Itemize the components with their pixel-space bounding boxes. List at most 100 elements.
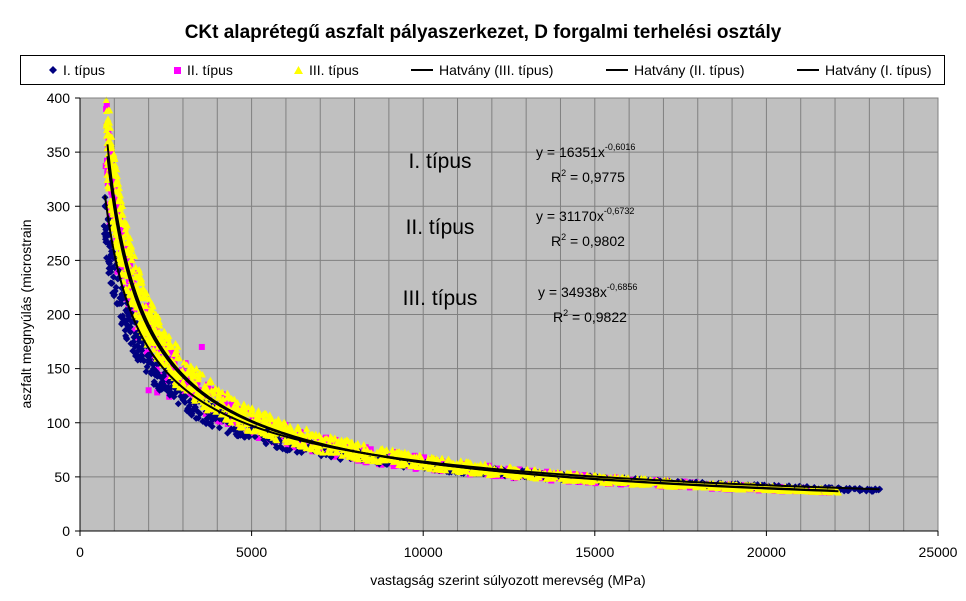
point-triangle [378, 445, 386, 452]
point-diamond [126, 323, 134, 331]
point-triangle [268, 415, 276, 423]
legend-marker-square [174, 66, 181, 74]
point-square [131, 327, 138, 334]
point-diamond [108, 279, 116, 287]
point-triangle [643, 481, 651, 488]
point-square [142, 307, 149, 314]
point-square [125, 278, 132, 285]
y-axis-label: aszfalt megnyúlás (microstrain [18, 219, 34, 408]
point-triangle [111, 169, 119, 176]
point-triangle [143, 289, 151, 297]
point-diamond [150, 378, 158, 386]
chart-title: CKt alaprétegű aszfalt pályaszerkezet, D… [184, 22, 782, 43]
point-triangle [303, 425, 311, 432]
x-tick-label: 10000 [404, 544, 443, 560]
point-triangle [534, 473, 542, 480]
equation-text: y = 31170x-0,6732 [536, 206, 634, 224]
legend-item-type-3: III. típus [294, 56, 359, 84]
point-triangle [132, 263, 140, 271]
point-diamond [117, 300, 125, 308]
point-triangle [632, 479, 640, 487]
point-triangle [154, 313, 162, 320]
legend-marker-line [797, 69, 819, 71]
point-triangle [388, 446, 396, 454]
point-diamond [174, 400, 182, 408]
point-triangle [106, 106, 114, 114]
trendlines [104, 144, 880, 493]
point-square [420, 454, 427, 461]
legend-item-type-2: II. típus [174, 56, 233, 84]
point-triangle [138, 279, 146, 286]
point-triangle [127, 249, 135, 257]
point-triangle [217, 411, 225, 418]
point-square [169, 365, 176, 372]
r-squared-text: R2 = 0,9802 [551, 232, 625, 249]
point-triangle [312, 430, 320, 438]
point-triangle [562, 476, 570, 483]
point-triangle [241, 407, 249, 414]
point-triangle [124, 232, 132, 239]
legend-label: Hatvány (II. típus) [634, 62, 745, 78]
equation-text: y = 16351x-0,6016 [536, 142, 635, 160]
point-diamond [181, 398, 189, 406]
point-triangle [149, 346, 157, 353]
point-diamond [126, 328, 134, 336]
point-triangle [172, 346, 180, 353]
point-triangle [250, 427, 258, 434]
point-triangle [227, 418, 235, 426]
point-square [166, 348, 173, 355]
point-triangle [147, 311, 155, 319]
point-triangle [168, 343, 176, 350]
point-triangle [214, 386, 222, 393]
r-squared-text: R2 = 0,9822 [553, 308, 627, 325]
legend-item-type-1: I. típus [49, 56, 105, 84]
point-triangle [353, 453, 361, 461]
point-triangle [371, 456, 379, 464]
equation-3: y = 34938x-0,6856 R2 = 0,9822 [538, 282, 637, 325]
point-triangle [293, 437, 301, 445]
point-triangle [459, 467, 467, 475]
point-square [145, 304, 152, 311]
point-triangle [149, 302, 157, 310]
point-diamond [276, 438, 284, 446]
point-square [145, 387, 152, 394]
point-triangle [269, 434, 277, 441]
point-triangle [319, 449, 327, 456]
point-triangle [266, 420, 274, 428]
point-triangle [416, 463, 424, 470]
point-triangle [173, 349, 181, 357]
x-tick-label: 0 [76, 544, 84, 560]
point-square [331, 453, 338, 460]
y-tick-label: 400 [47, 90, 71, 106]
point-triangle [161, 330, 169, 338]
point-square [154, 389, 161, 396]
point-diamond [262, 440, 270, 448]
point-triangle [404, 452, 412, 459]
annotation-type-2: II. típus [406, 216, 475, 239]
point-triangle [128, 243, 136, 250]
point-triangle [198, 370, 206, 378]
point-square [170, 348, 177, 355]
point-triangle [294, 423, 302, 431]
point-triangle [165, 332, 173, 340]
point-triangle [113, 175, 121, 183]
point-diamond [130, 338, 138, 346]
equation-1: y = 16351x-0,6016 R2 = 0,9775 [536, 142, 635, 185]
point-square [120, 266, 127, 273]
point-triangle [331, 434, 339, 442]
equation-2: y = 31170x-0,6732 R2 = 0,9802 [536, 206, 634, 249]
point-triangle [248, 406, 256, 414]
y-tick-label: 50 [54, 469, 70, 485]
point-triangle [172, 381, 180, 389]
point-triangle [136, 268, 144, 276]
point-triangle [111, 155, 119, 162]
point-square [132, 267, 139, 274]
point-triangle [192, 365, 200, 372]
point-triangle [103, 171, 111, 178]
point-triangle [402, 460, 410, 468]
annotation-type-3: III. típus [403, 287, 478, 310]
point-triangle [261, 410, 269, 417]
point-triangle [238, 423, 246, 430]
point-triangle [113, 172, 121, 180]
